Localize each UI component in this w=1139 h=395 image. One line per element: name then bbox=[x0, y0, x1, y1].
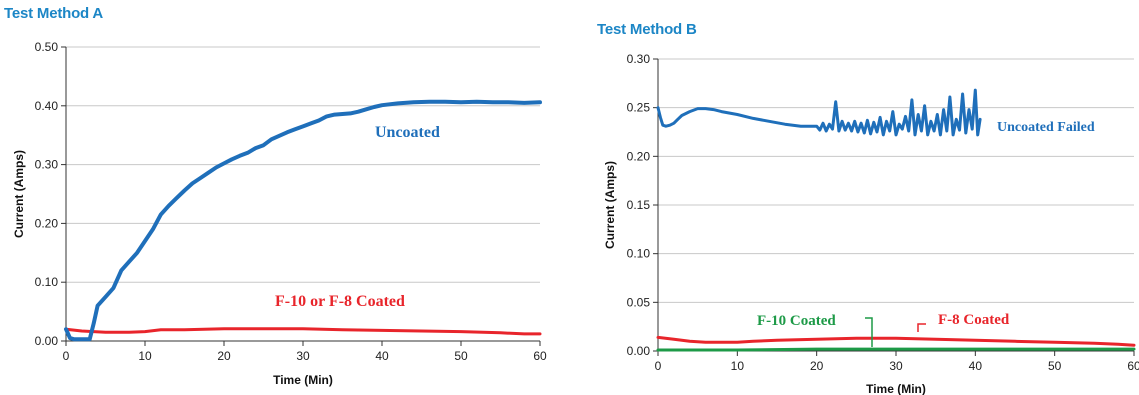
chart-a-series-f-10-or-f-8-coated bbox=[64, 327, 542, 336]
chart-b-y-axis-label: Current (Amps) bbox=[603, 161, 617, 249]
chart-b-title: Test Method B bbox=[597, 21, 697, 38]
chart-a-title: Test Method A bbox=[4, 5, 104, 22]
chart-b-ytick-label-2: 0.10 bbox=[627, 247, 651, 261]
chart-a-xtick-label-1: 10 bbox=[138, 349, 152, 363]
chart-a-ytick-label-2: 0.20 bbox=[35, 216, 59, 230]
chart-b-series-f-10-coated bbox=[656, 347, 1136, 352]
chart-a-x-axis-label: Time (Min) bbox=[273, 373, 333, 387]
chart-b-xtick-label-1: 10 bbox=[731, 359, 745, 373]
chart-b-ytick-label-4: 0.20 bbox=[627, 149, 651, 163]
chart-b-leader-1 bbox=[917, 323, 926, 332]
chart-b-annotation-uncoated-failed: Uncoated Failed bbox=[997, 120, 1095, 135]
chart-a-ytick-label-3: 0.30 bbox=[35, 158, 59, 172]
chart-b-xtick-label-4: 40 bbox=[969, 359, 983, 373]
chart-a-annotation-f-10-or-f-8-coated: F-10 or F-8 Coated bbox=[275, 293, 405, 310]
chart-a-series-uncoated bbox=[64, 99, 542, 342]
chart-b-series-uncoated-failed bbox=[656, 88, 982, 137]
chart-a-xtick-label-4: 40 bbox=[375, 349, 389, 363]
chart-b-ytick-label-1: 0.05 bbox=[627, 295, 651, 309]
chart-a-xtick-label-3: 30 bbox=[296, 349, 310, 363]
chart-a-ytick-label-0: 0.00 bbox=[35, 334, 59, 348]
chart-a-xtick-label-6: 60 bbox=[533, 349, 547, 363]
chart-b-annotation-f-10-coated: F-10 Coated bbox=[757, 313, 836, 329]
chart-a-ytick-label-1: 0.10 bbox=[35, 275, 59, 289]
chart-b-ytick-label-5: 0.25 bbox=[627, 101, 651, 115]
chart-a-xtick-label-5: 50 bbox=[454, 349, 468, 363]
chart-a-annotation-uncoated: Uncoated bbox=[375, 124, 440, 141]
chart-a-xtick-label-2: 20 bbox=[217, 349, 231, 363]
chart-b-annotation-f-8-coated: F-8 Coated bbox=[938, 312, 1010, 328]
chart-b-xtick-label-0: 0 bbox=[655, 359, 662, 373]
chart-b-xtick-label-6: 60 bbox=[1127, 359, 1139, 373]
chart-b-leader-0 bbox=[865, 317, 873, 347]
chart-b-ytick-label-6: 0.30 bbox=[627, 52, 651, 66]
chart-b-ytick-label-0: 0.00 bbox=[627, 344, 651, 358]
chart-b-xtick-label-5: 50 bbox=[1048, 359, 1062, 373]
chart-a-xtick-label-0: 0 bbox=[63, 349, 70, 363]
chart-a-y-axis-label: Current (Amps) bbox=[12, 150, 26, 238]
chart-b-xtick-label-2: 20 bbox=[810, 359, 824, 373]
chart-b-x-axis-label: Time (Min) bbox=[866, 382, 926, 395]
chart-b-series-f-8-coated bbox=[656, 335, 1136, 347]
chart-b-xtick-label-3: 30 bbox=[889, 359, 903, 373]
chart-a-ytick-label-4: 0.40 bbox=[35, 99, 59, 113]
chart-a-ytick-label-5: 0.50 bbox=[35, 40, 59, 54]
chart-b-ytick-label-3: 0.15 bbox=[627, 198, 651, 212]
